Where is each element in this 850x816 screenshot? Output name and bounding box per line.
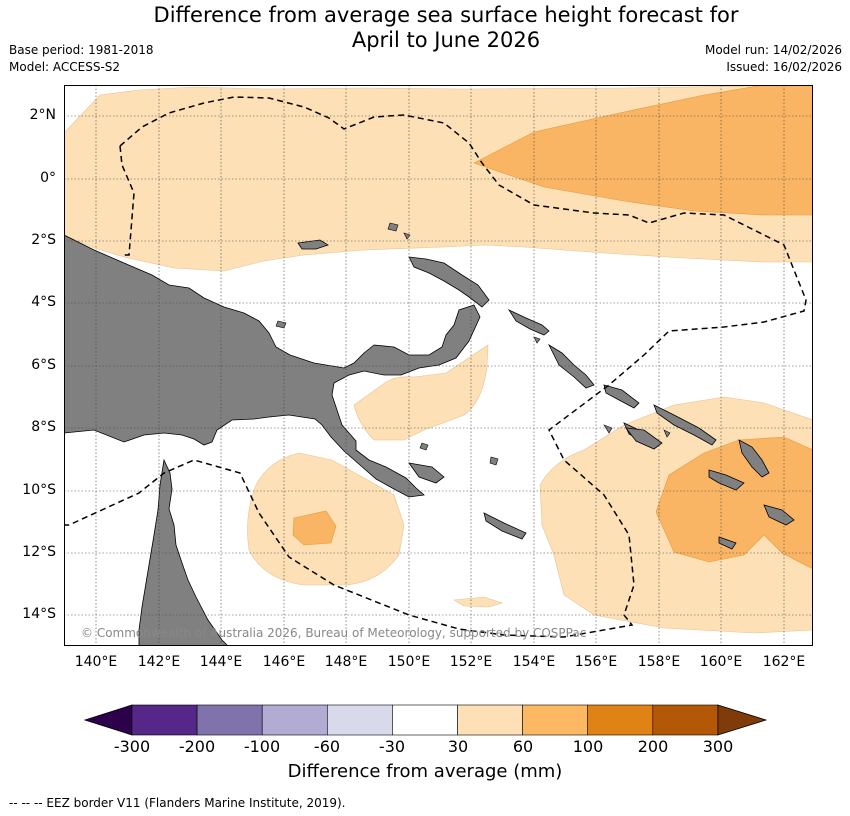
anomaly-region-south-high xyxy=(655,436,813,570)
colorbar-cell xyxy=(131,704,198,736)
colorbar-cell xyxy=(457,704,523,736)
lon-label-150e: 150°E xyxy=(387,654,431,670)
land-louisiade-2 xyxy=(483,512,527,540)
lon-label-158e: 158°E xyxy=(637,654,681,670)
lat-label-0: 0° xyxy=(40,170,56,186)
copyright-notice: © Commonwealth of Australia 2026, Bureau… xyxy=(81,626,587,640)
colorbar-cell xyxy=(522,704,589,736)
lat-label-2n: 2°N xyxy=(29,107,56,123)
gridlines xyxy=(64,85,813,646)
land-choiseul xyxy=(603,384,640,409)
lon-label-146e: 146°E xyxy=(262,654,306,670)
model-name: Model: ACCESS-S2 xyxy=(9,60,121,74)
land-louisiade-1 xyxy=(408,462,445,484)
anomaly-region-equatorial-high xyxy=(473,85,813,216)
meta-right: Model run: 14/02/2026 Issued: 16/02/2026 xyxy=(705,42,842,76)
eez-border-png xyxy=(64,96,807,638)
eez-borders xyxy=(64,96,807,638)
land-makira xyxy=(708,469,745,491)
lat-label-10s: 10°S xyxy=(22,482,56,498)
colorbar-tick-neg60: -60 xyxy=(313,737,341,756)
colorbar-title: Difference from average (mm) xyxy=(287,761,563,782)
title-line-2: April to June 2026 xyxy=(351,28,541,52)
land-rennell xyxy=(718,536,737,550)
land-bougainville xyxy=(548,343,595,389)
colorbar-tick-30: 30 xyxy=(447,737,469,756)
lon-label-152e: 152°E xyxy=(449,654,493,670)
land-new-ireland xyxy=(507,309,550,336)
land-islet-7 xyxy=(663,429,671,438)
land-cape-york xyxy=(138,458,229,646)
lon-label-140e: 140°E xyxy=(74,654,118,670)
colorbar-extend-low xyxy=(84,704,133,736)
colorbar-tick-neg100: -100 xyxy=(243,737,281,756)
land-islet-3 xyxy=(403,232,411,240)
map-title: Difference from average sea surface heig… xyxy=(0,3,850,53)
land-malaita xyxy=(738,439,770,478)
land-santa-isabel xyxy=(653,404,717,446)
lon-label-142e: 142°E xyxy=(137,654,181,670)
lon-label-156e: 156°E xyxy=(574,654,618,670)
issued-date: Issued: 16/02/2026 xyxy=(726,60,842,74)
model-run: Model run: 14/02/2026 xyxy=(704,43,842,57)
lat-label-2s: 2°S xyxy=(31,232,56,248)
colorbar-cell xyxy=(196,704,263,736)
lon-label-160e: 160°E xyxy=(699,654,743,670)
land-vanuatu-north xyxy=(763,504,795,526)
colorbar-tick-neg200: -200 xyxy=(178,737,216,756)
colorbar-cell xyxy=(261,704,328,736)
lat-label-8s: 8°S xyxy=(31,419,56,435)
anomaly-region-coral-high xyxy=(292,510,337,546)
colorbar-tick-neg300: -300 xyxy=(113,737,151,756)
lat-label-12s: 12°S xyxy=(22,544,56,560)
lat-label-6s: 6°S xyxy=(31,357,56,373)
land-islet-8 xyxy=(533,336,541,344)
title-line-1: Difference from average sea surface heig… xyxy=(153,3,739,27)
colorbar-cell xyxy=(652,704,719,736)
colorbar-cell xyxy=(327,704,393,736)
colorbar-cell xyxy=(587,704,654,736)
colorbar-tick-100: 100 xyxy=(572,737,604,756)
land-manus xyxy=(297,239,329,250)
lon-label-144e: 144°E xyxy=(199,654,243,670)
colorbar-tick-neg30: -30 xyxy=(378,737,406,756)
colorbar-tick-300: 300 xyxy=(702,737,734,756)
land-islet-5 xyxy=(419,442,429,451)
lon-label-148e: 148°E xyxy=(324,654,368,670)
colorbar-tick-60: 60 xyxy=(512,737,534,756)
meta-left: Base period: 1981-2018 Model: ACCESS-S2 xyxy=(9,42,154,76)
land-guadalcanal xyxy=(625,427,663,450)
eez-footnote: -- -- -- EEZ border V11 (Flanders Marine… xyxy=(9,796,346,810)
land-islet-2 xyxy=(387,222,399,232)
anomaly-region-small xyxy=(453,596,503,608)
map-panel xyxy=(64,85,813,646)
lon-label-162e: 162°E xyxy=(762,654,806,670)
colorbar xyxy=(84,704,768,736)
anomaly-region-solomon-sea xyxy=(353,344,489,441)
lat-label-14s: 14°S xyxy=(22,606,56,622)
colorbar-extend-high xyxy=(717,704,768,736)
colorbar-cell xyxy=(392,704,458,736)
colorbar-tick-200: 200 xyxy=(637,737,669,756)
lon-label-154e: 154°E xyxy=(512,654,556,670)
land-new-britain xyxy=(408,256,490,308)
land-islet-6 xyxy=(603,424,613,434)
land-islet-4 xyxy=(489,456,499,466)
base-period: Base period: 1981-2018 xyxy=(9,43,154,57)
lat-label-4s: 4°S xyxy=(31,294,56,310)
